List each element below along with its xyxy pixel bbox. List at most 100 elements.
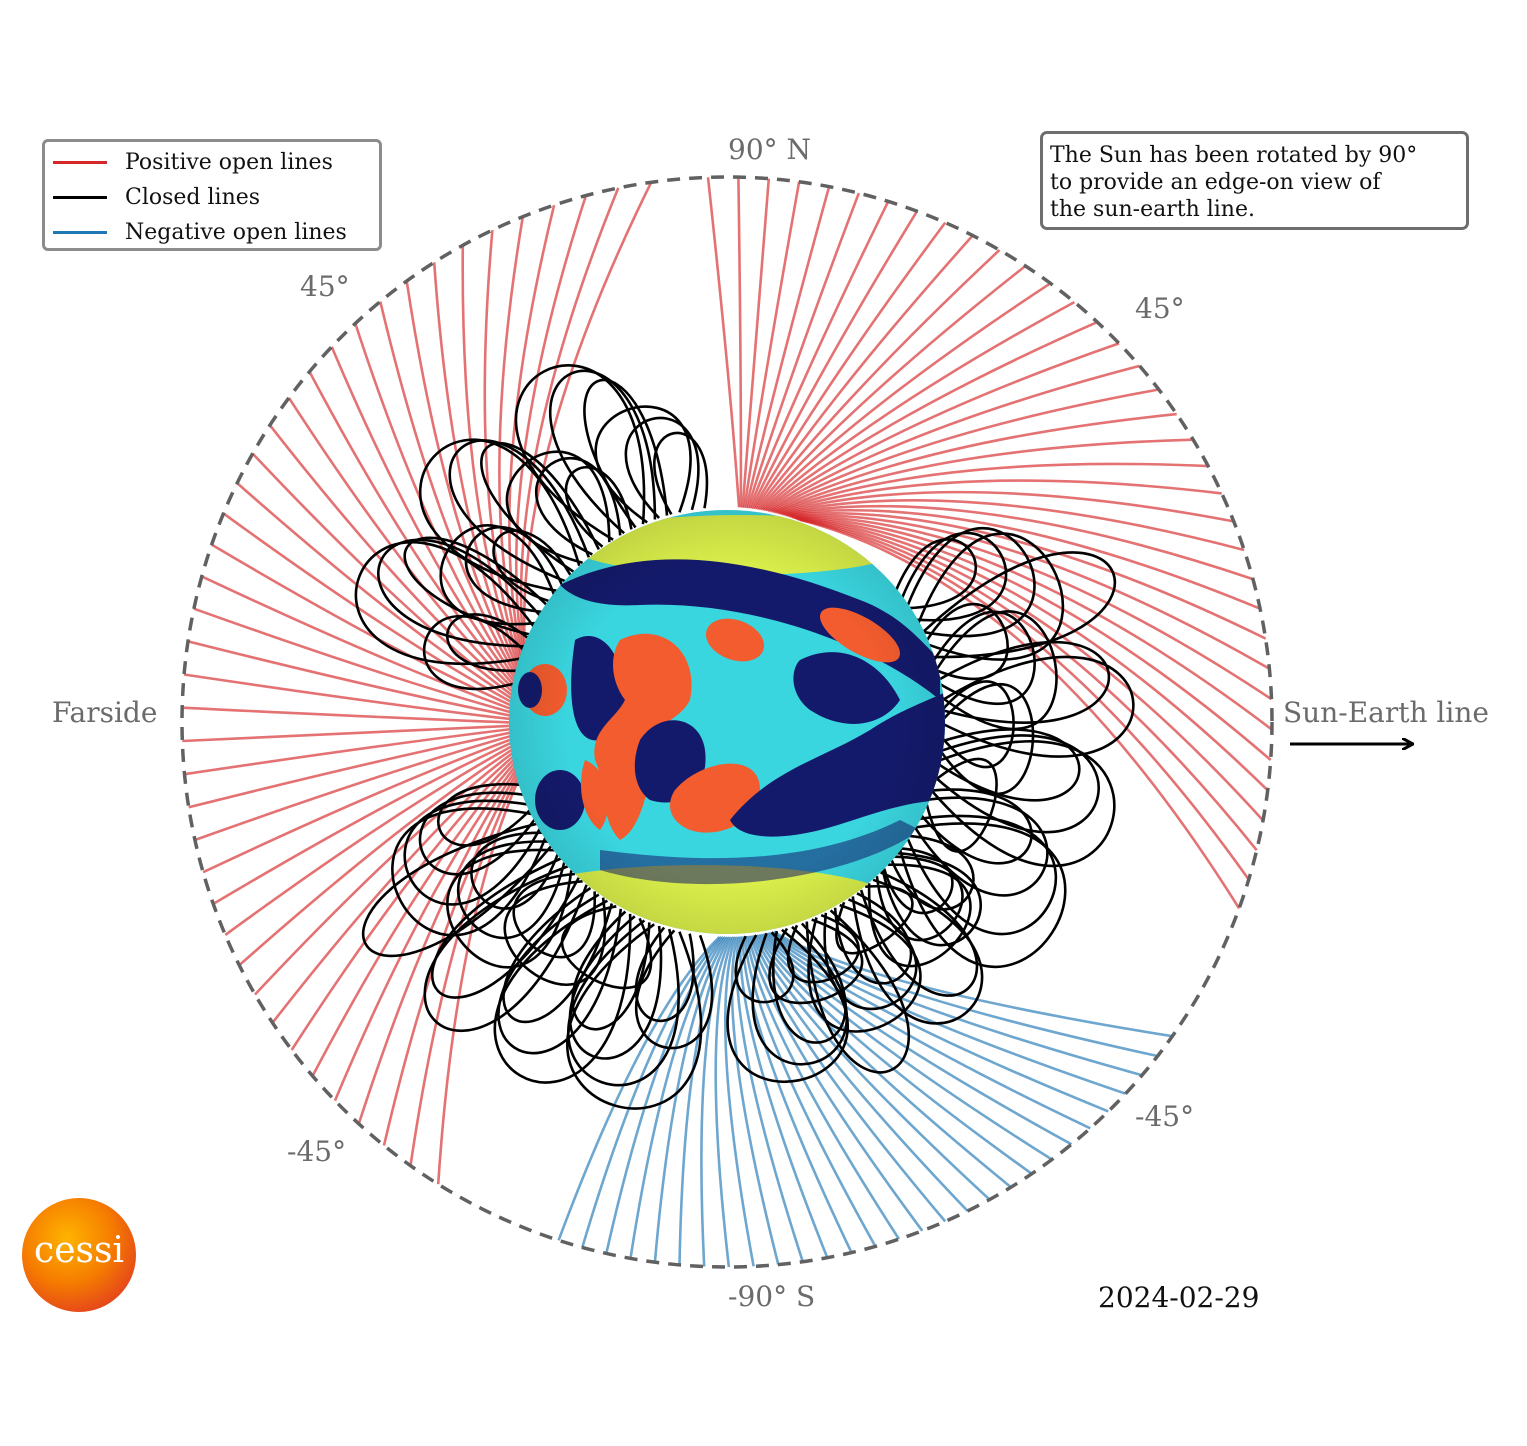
closed-field-line xyxy=(895,538,978,610)
closed-field-line xyxy=(566,919,680,1087)
legend-label: Positive open lines xyxy=(125,149,333,175)
negative-field-line xyxy=(745,935,901,1240)
positive-field-line xyxy=(744,186,831,509)
positive-field-line xyxy=(251,452,515,698)
positive-field-line xyxy=(743,181,801,508)
closed-field-line xyxy=(940,680,1015,769)
closed-field-line xyxy=(437,782,532,847)
closed-field-line xyxy=(906,814,1058,936)
date-label: 2024-02-29 xyxy=(1098,1281,1260,1314)
closed-field-line xyxy=(377,538,542,648)
negative-field-line xyxy=(769,931,1143,1077)
closed-field-line xyxy=(503,880,607,987)
positive-open-lines xyxy=(182,177,1273,1185)
negative-field-line xyxy=(761,933,1073,1146)
positive-field-line xyxy=(788,514,1273,701)
legend: Positive open lines Closed lines Negativ… xyxy=(42,139,382,251)
closed-field-line xyxy=(823,898,918,1011)
closed-field-line xyxy=(464,525,563,614)
closed-field-line xyxy=(446,848,573,969)
closed-field-line xyxy=(446,613,530,673)
closed-field-line xyxy=(422,615,526,691)
negative-field-line xyxy=(557,935,721,1241)
positive-field-line xyxy=(796,517,1258,852)
negative-field-line xyxy=(739,936,829,1259)
note-line: to provide an edge-on view of xyxy=(1050,170,1381,195)
positive-field-line xyxy=(770,412,1177,513)
latitude-label-lower-left: -45° xyxy=(287,1135,347,1168)
legend-item-positive: Positive open lines xyxy=(53,147,333,177)
positive-field-line xyxy=(379,301,518,678)
positive-field-line xyxy=(752,221,947,510)
positive-field-line xyxy=(187,640,513,718)
negative-field-line xyxy=(747,935,924,1232)
negative-field-line xyxy=(629,936,727,1259)
closed-field-line xyxy=(771,922,847,1044)
positive-field-line xyxy=(194,734,513,842)
legend-label: Negative open lines xyxy=(125,219,347,245)
sun-earth-label: Sun-Earth line xyxy=(1283,696,1489,729)
positive-field-line xyxy=(483,229,522,665)
closed-field-line xyxy=(635,929,714,1050)
closed-field-line xyxy=(859,871,979,997)
positive-field-line xyxy=(271,754,516,1024)
positive-field-line xyxy=(772,438,1194,514)
closed-field-line xyxy=(833,892,913,985)
latitude-label-upper-right: 45° xyxy=(1135,292,1185,325)
closed-field-line xyxy=(726,928,850,1083)
positive-field-line xyxy=(774,462,1209,514)
legend-item-closed: Closed lines xyxy=(53,182,260,212)
positive-field-line xyxy=(222,512,514,704)
closed-field-line xyxy=(497,893,623,1055)
closed-field-line xyxy=(882,847,954,915)
closed-field-line xyxy=(624,416,700,519)
closed-field-line xyxy=(423,865,588,1032)
closed-field-line xyxy=(916,532,1065,661)
positive-field-line xyxy=(436,777,521,1185)
closed-field-line xyxy=(480,441,600,573)
positive-field-line xyxy=(761,300,1076,511)
positive-field-line xyxy=(755,249,1001,510)
closed-field-line xyxy=(391,807,547,937)
closed-field-line xyxy=(932,610,1036,706)
positive-field-line xyxy=(777,490,1234,523)
positive-field-line xyxy=(224,744,514,936)
positive-field-line xyxy=(238,747,515,967)
closed-field-line xyxy=(470,831,559,910)
closed-field-line xyxy=(898,822,1067,969)
positive-field-line xyxy=(781,504,1254,581)
positive-field-line xyxy=(193,607,513,714)
cessi-logo: cessi xyxy=(22,1198,136,1312)
positive-field-line xyxy=(795,516,1264,822)
positive-field-line xyxy=(183,673,513,721)
positive-field-line xyxy=(766,364,1140,512)
closed-field-line xyxy=(583,378,669,529)
positive-field-line xyxy=(498,216,525,662)
note-line: the sun-earth line. xyxy=(1050,197,1255,222)
negative-field-line xyxy=(581,936,723,1248)
positive-field-line xyxy=(236,482,514,701)
positive-field-line xyxy=(746,192,861,509)
south-pole-label: -90° S xyxy=(728,1280,816,1313)
positive-field-line xyxy=(779,499,1245,552)
note-line: The Sun has been rotated by 90° xyxy=(1050,143,1418,168)
positive-field-line xyxy=(768,388,1160,513)
closed-field-line xyxy=(430,857,580,999)
closed-field-line xyxy=(362,822,553,958)
closed-field-line xyxy=(937,640,1111,724)
positive-field-line xyxy=(212,740,514,906)
closed-field-line xyxy=(493,899,632,1084)
closed-field-line xyxy=(568,915,663,1060)
source-surface-boundary xyxy=(180,175,1274,1269)
closed-field-line xyxy=(906,526,1036,638)
closed-field-line xyxy=(571,910,651,1031)
closed-lines xyxy=(354,364,1135,1110)
closed-field-line xyxy=(934,734,1100,834)
positive-field-line xyxy=(432,262,520,671)
negative-field-line xyxy=(753,934,991,1201)
positive-field-line xyxy=(763,320,1098,512)
negative-field-line xyxy=(755,934,1012,1189)
negative-field-line xyxy=(771,931,1158,1058)
legend-label: Closed lines xyxy=(125,184,261,210)
